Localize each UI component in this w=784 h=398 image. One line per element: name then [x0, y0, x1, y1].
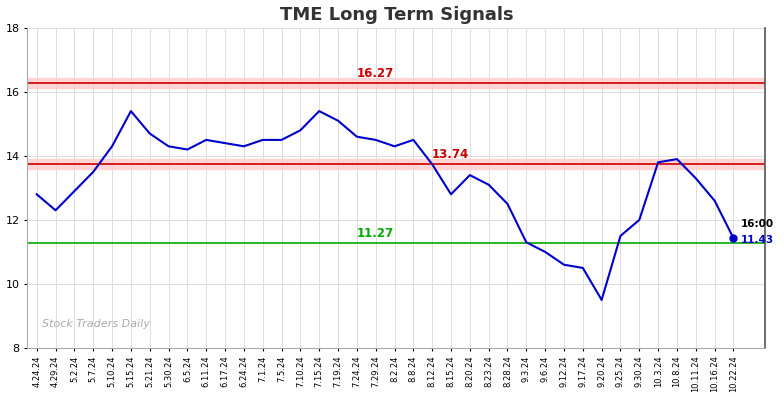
Text: 11.27: 11.27	[358, 227, 394, 240]
Text: 16:00: 16:00	[741, 219, 774, 229]
Title: TME Long Term Signals: TME Long Term Signals	[280, 6, 514, 23]
Text: 11.43: 11.43	[741, 235, 774, 245]
Text: 16.27: 16.27	[357, 67, 394, 80]
Bar	[27, 160, 765, 169]
Text: Stock Traders Daily: Stock Traders Daily	[42, 319, 150, 329]
Text: 13.74: 13.74	[432, 148, 470, 161]
Bar	[27, 78, 765, 88]
